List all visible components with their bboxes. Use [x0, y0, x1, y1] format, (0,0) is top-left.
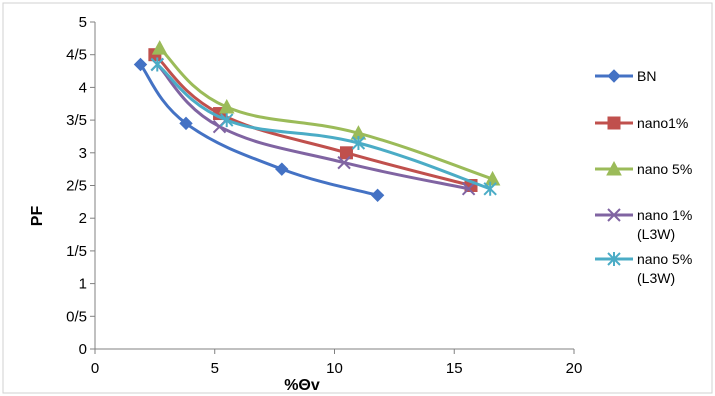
- legend-item: nano1%: [595, 115, 688, 131]
- x-tick-label: 20: [566, 360, 583, 377]
- legend-label: nano 1%: [637, 207, 692, 223]
- series-line: [156, 63, 491, 191]
- series-layer: [133, 40, 501, 203]
- series-line: [158, 47, 494, 181]
- y-axis-title: PF: [29, 206, 46, 227]
- series-line: [153, 53, 472, 187]
- data-point: [337, 155, 351, 170]
- legend-label: nano 5%: [637, 161, 692, 177]
- data-point: [218, 98, 235, 114]
- x-tick-label: 15: [446, 360, 463, 377]
- data-point: [179, 116, 193, 131]
- legend-swatch-marker: [607, 252, 621, 266]
- legend-item: BN: [595, 68, 656, 84]
- legend-label: nano1%: [637, 115, 688, 131]
- legend-label: (L3W): [637, 226, 675, 242]
- data-point: [351, 135, 366, 150]
- legend-swatch-marker: [607, 69, 621, 83]
- y-tick-label: 2/5: [66, 178, 87, 195]
- y-tick-label: 2: [79, 210, 87, 227]
- y-tick-label: 5: [79, 14, 87, 31]
- y-tick-label: 0/5: [66, 308, 87, 325]
- x-axis-title: %Θv: [284, 377, 320, 394]
- legend-item: nano 5%: [595, 160, 692, 177]
- series-2: [151, 40, 501, 186]
- legend-label: nano 5%: [637, 251, 692, 267]
- axes-layer: 0 0/5 1 1/5 2 2/5 3 3/5 4 4/5 5 0 5 10 15 20: [66, 14, 582, 377]
- y-tick-label: 1: [79, 276, 87, 293]
- y-tick-label: 4/5: [66, 47, 87, 64]
- series-line: [156, 63, 469, 191]
- x-tick-label: 10: [326, 360, 343, 377]
- legend: BN nano1% nano 5% nano 1% (L3W) nano 5% (L3W): [595, 68, 692, 286]
- data-point: [370, 188, 385, 203]
- data-point: [484, 170, 501, 186]
- legend-item: nano 1% (L3W): [595, 207, 692, 242]
- data-point: [133, 57, 148, 72]
- data-point: [220, 113, 234, 128]
- series-4: [150, 57, 497, 196]
- y-tick-label: 1/5: [66, 243, 87, 260]
- legend-item: nano 5% (L3W): [595, 251, 692, 286]
- legend-swatch-marker: [607, 116, 621, 130]
- series-0: [133, 57, 385, 203]
- legend-swatch-marker: [607, 208, 621, 222]
- legend-swatch-marker: [606, 160, 622, 176]
- data-point: [150, 57, 164, 72]
- x-tick-label: 0: [91, 360, 99, 377]
- y-tick-label: 4: [79, 79, 87, 96]
- data-point: [151, 40, 168, 55]
- x-tick-label: 5: [211, 360, 219, 377]
- data-point: [339, 146, 353, 160]
- data-point: [275, 162, 289, 176]
- series-line: [139, 63, 378, 197]
- data-point: [483, 181, 497, 196]
- legend-label: BN: [637, 68, 656, 84]
- legend-label: (L3W): [637, 270, 675, 286]
- y-tick-label: 0: [79, 341, 87, 358]
- y-tick-label: 3/5: [66, 112, 87, 129]
- data-point: [461, 182, 476, 196]
- y-tick-label: 3: [79, 145, 87, 162]
